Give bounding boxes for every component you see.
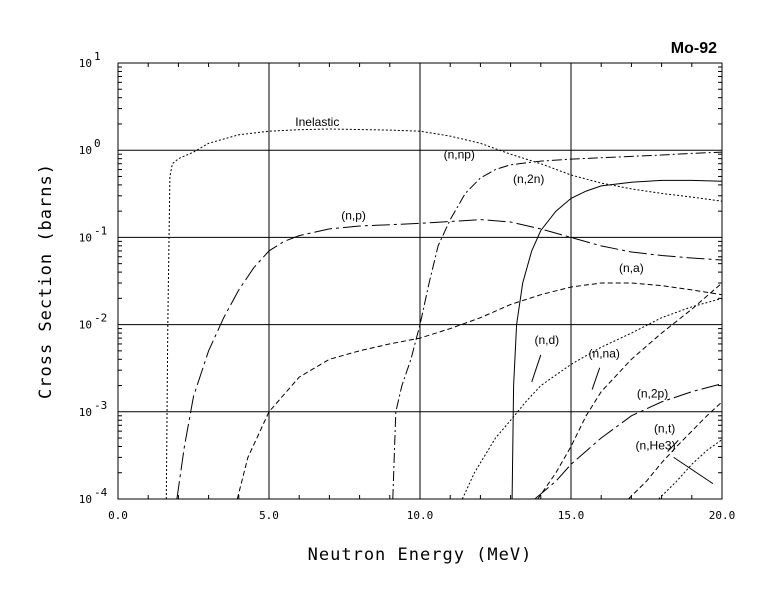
y-tick-exponent: 0 [94, 137, 101, 150]
y-tick-exponent: -3 [94, 399, 107, 412]
series-line-n-he3 [658, 439, 723, 500]
series-label-n-np: (n,np) [444, 148, 475, 162]
series-label-inelastic: Inelastic [295, 115, 339, 129]
y-tick-label: 10 [79, 493, 92, 506]
series-label-n-d: (n,d) [534, 333, 559, 347]
series-label-n-t: (n,t) [654, 421, 675, 435]
y-axis-title: Cross Section (barns) [36, 163, 56, 399]
x-tick-label: 0.0 [108, 509, 128, 522]
series-label-n-2p: (n,2p) [637, 387, 668, 401]
x-tick-label: 5.0 [259, 509, 279, 522]
series-line-n-a [236, 282, 723, 500]
x-tick-label: 15.0 [558, 509, 585, 522]
y-tick-exponent: 1 [94, 50, 101, 63]
grid-lines [118, 63, 722, 499]
y-tick-label: 10 [79, 57, 92, 70]
leader-line-n-he3 [673, 456, 714, 485]
series-label-n-a: (n,a) [619, 261, 644, 275]
leader-line-n-t [667, 440, 679, 452]
leader-line-n-na [591, 367, 601, 390]
series-curves [165, 128, 723, 500]
series-labels: Inelastic (n,p) (n,np) (n,2n) (n,a) (n,d) (n,n… [295, 115, 714, 485]
y-tick-exponent: -1 [94, 224, 107, 237]
chart-title: Mo-92 [671, 40, 717, 57]
x-tick-label: 10.0 [407, 509, 434, 522]
x-axis-title: Neutron Energy (MeV) [308, 545, 533, 565]
y-tick-exponent: -2 [94, 312, 107, 325]
y-tick-exponent: -4 [94, 486, 108, 499]
series-label-n-na: (n,na) [589, 346, 620, 360]
series-label-n-2n: (n,2n) [513, 172, 544, 186]
y-tick-label: 10 [79, 231, 92, 244]
series-line-n-p [176, 219, 723, 500]
series-label-n-p: (n,p) [341, 209, 366, 223]
leader-line-n-d [531, 354, 542, 383]
series-line-n-2n [511, 179, 723, 500]
series-line-n-d [461, 297, 723, 500]
x-tick-label: 20.0 [709, 509, 736, 522]
series-label-n-he3: (n,He3) [636, 438, 676, 452]
series-line-n-2p [534, 383, 723, 500]
y-tick-label: 10 [79, 319, 92, 332]
series-line-n-np [392, 151, 723, 500]
y-tick-label: 10 [79, 406, 92, 419]
series-line-n-na [537, 282, 723, 500]
series-line-n-t [628, 401, 723, 500]
y-tick-label: 10 [79, 144, 92, 157]
